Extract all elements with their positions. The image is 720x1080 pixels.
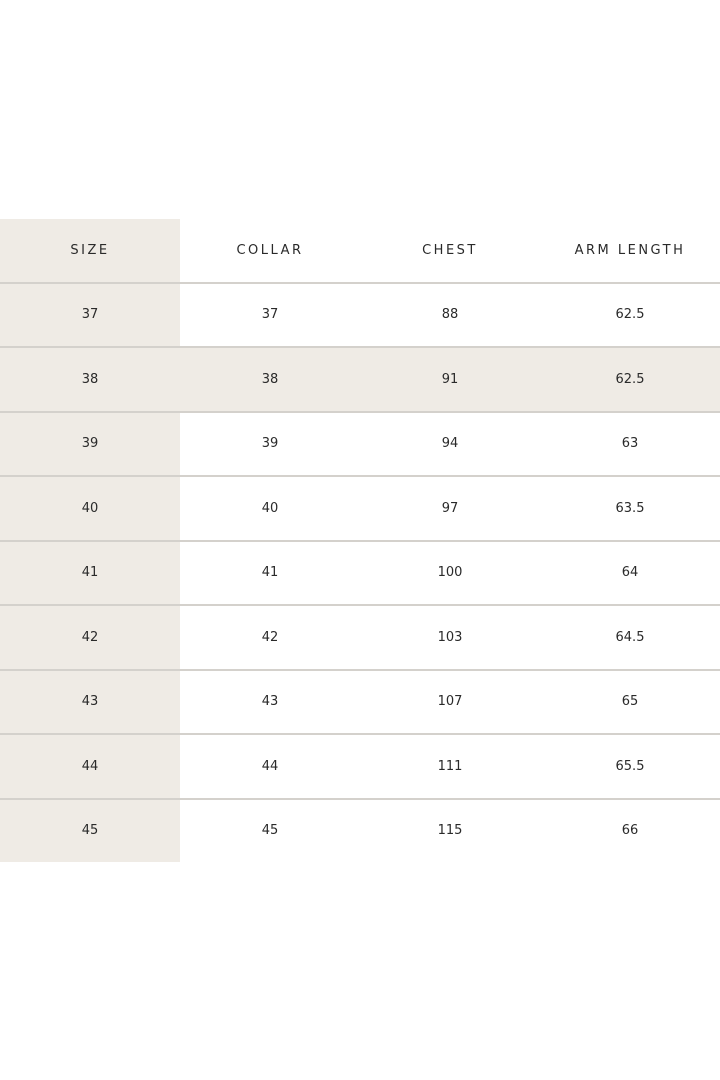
header-collar: COLLAR bbox=[236, 242, 304, 258]
table-row: 43 43 107 65 bbox=[0, 670, 720, 735]
cell-collar: 45 bbox=[261, 823, 279, 839]
cell-size: 41 bbox=[0, 541, 180, 604]
cell-collar: 41 bbox=[261, 565, 279, 581]
table-row: 44 44 111 65.5 bbox=[0, 735, 720, 800]
header-arm-length: ARM LENGTH bbox=[574, 242, 686, 258]
header-size: SIZE bbox=[0, 219, 180, 282]
cell-chest: 88 bbox=[441, 307, 459, 323]
size-chart-table: SIZE COLLAR CHEST ARM LENGTH 37 37 88 62.5 3… bbox=[0, 219, 720, 862]
table-header-row: SIZE COLLAR CHEST ARM LENGTH bbox=[0, 219, 720, 284]
cell-arm-length: 62.5 bbox=[540, 348, 720, 411]
header-chest: CHEST bbox=[422, 242, 478, 258]
cell-chest: 103 bbox=[437, 629, 463, 645]
cell-arm-length: 62.5 bbox=[615, 307, 645, 323]
cell-collar: 38 bbox=[180, 348, 360, 411]
table-row: 45 45 115 66 bbox=[0, 799, 720, 862]
cell-arm-length: 66 bbox=[621, 823, 639, 839]
cell-collar: 37 bbox=[261, 307, 279, 323]
table-row: 39 39 94 63 bbox=[0, 412, 720, 477]
cell-collar: 42 bbox=[261, 629, 279, 645]
cell-chest: 97 bbox=[441, 500, 459, 516]
cell-arm-length: 64 bbox=[621, 565, 639, 581]
cell-size: 38 bbox=[0, 348, 180, 411]
cell-arm-length: 63.5 bbox=[615, 500, 645, 516]
cell-size: 37 bbox=[0, 283, 180, 346]
cell-size: 44 bbox=[0, 735, 180, 798]
cell-arm-length: 64.5 bbox=[615, 629, 645, 645]
cell-chest: 91 bbox=[360, 348, 540, 411]
cell-collar: 44 bbox=[261, 758, 279, 774]
cell-arm-length: 65.5 bbox=[615, 758, 645, 774]
cell-size: 40 bbox=[0, 477, 180, 540]
table-row: 38 38 91 62.5 bbox=[0, 348, 720, 413]
cell-chest: 107 bbox=[437, 694, 463, 710]
cell-arm-length: 65 bbox=[621, 694, 639, 710]
cell-size: 45 bbox=[0, 799, 180, 862]
cell-collar: 39 bbox=[261, 436, 279, 452]
cell-chest: 94 bbox=[441, 436, 459, 452]
cell-chest: 100 bbox=[437, 565, 463, 581]
cell-chest: 115 bbox=[437, 823, 463, 839]
cell-arm-length: 63 bbox=[621, 436, 639, 452]
cell-size: 42 bbox=[0, 606, 180, 669]
table-row: 42 42 103 64.5 bbox=[0, 606, 720, 671]
table-row: 37 37 88 62.5 bbox=[0, 283, 720, 348]
cell-collar: 40 bbox=[261, 500, 279, 516]
cell-chest: 111 bbox=[437, 758, 463, 774]
table-row: 41 41 100 64 bbox=[0, 541, 720, 606]
table-row: 40 40 97 63.5 bbox=[0, 477, 720, 542]
cell-size: 39 bbox=[0, 412, 180, 475]
cell-collar: 43 bbox=[261, 694, 279, 710]
cell-size: 43 bbox=[0, 670, 180, 733]
